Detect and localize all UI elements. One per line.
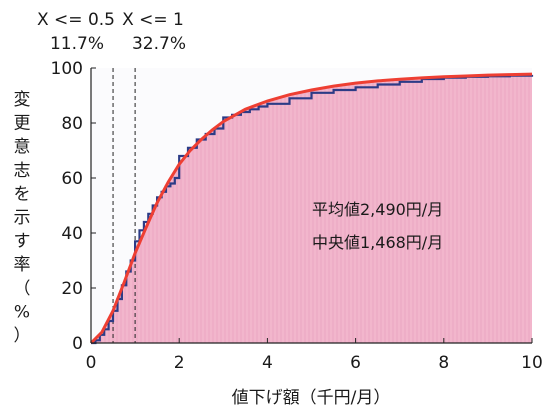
y-axis-label-char: 変 [14, 90, 31, 110]
y-tick-label: 100 [51, 59, 83, 79]
y-axis-label-char: 意 [14, 137, 31, 157]
y-axis-label-char: 率 [14, 255, 31, 275]
y-axis-label-char: 示 [14, 208, 31, 228]
x-tick-label: 10 [521, 353, 543, 373]
x-tick-label: 4 [262, 353, 273, 373]
y-axis-label-char: 更 [14, 114, 31, 134]
series-fitted-curve [89, 72, 533, 345]
y-tick-label: 20 [61, 279, 83, 299]
annotation-median: 中央値1,468円/月 [312, 233, 443, 252]
y-axis-label-char: ） [14, 326, 31, 346]
y-axis-label-char: 志 [14, 161, 31, 181]
x-axis-label: 値下げ額（千円/月） [232, 388, 391, 408]
threshold-label-1: X <= 1 [122, 10, 184, 30]
y-axis-label-char: す [14, 232, 31, 252]
threshold-percent-0-5: 11.7% [50, 34, 104, 54]
y-tick-label: 0 [72, 334, 83, 354]
y-axis-label-char: を [14, 184, 31, 204]
y-tick-label: 60 [61, 169, 83, 189]
x-tick-label: 8 [438, 353, 449, 373]
threshold-percent-1: 32.7% [132, 34, 186, 54]
y-axis-label-char: （ [14, 279, 31, 299]
y-tick-label: 40 [61, 224, 83, 244]
x-tick-label: 6 [350, 353, 361, 373]
annotation-mean: 平均値2,490円/月 [312, 200, 443, 219]
threshold-label-0-5: X <= 0.5 [37, 10, 115, 30]
y-tick-label: 80 [61, 114, 83, 134]
x-tick-label: 2 [174, 353, 185, 373]
x-tick-label: 0 [86, 353, 97, 373]
y-axis-label-char: % [14, 302, 30, 322]
